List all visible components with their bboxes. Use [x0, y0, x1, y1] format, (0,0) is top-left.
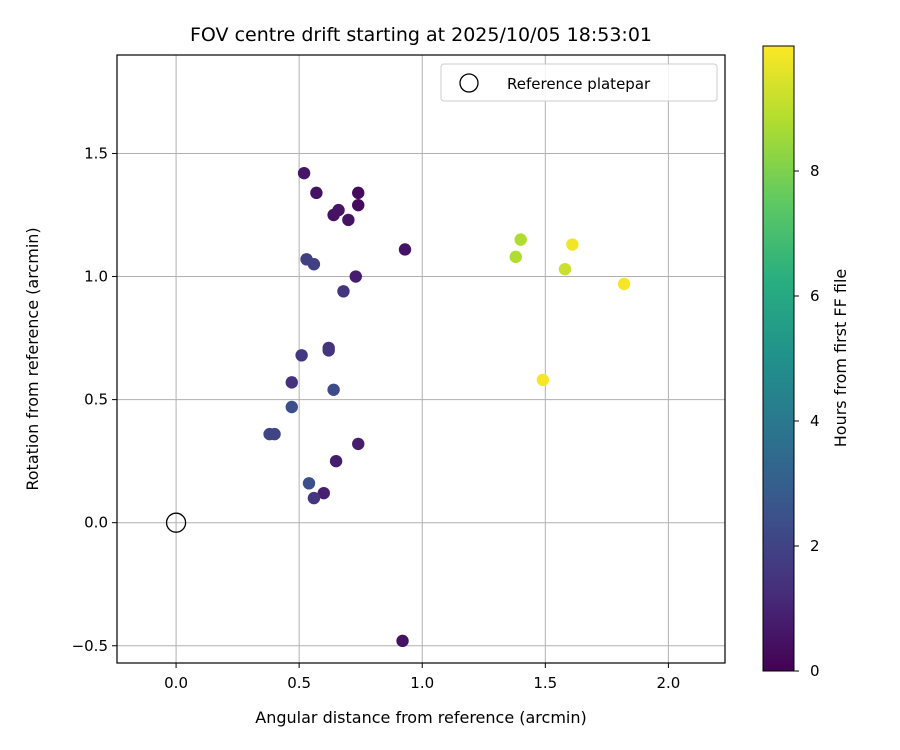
legend: Reference platepar — [440, 63, 718, 102]
data-point — [509, 250, 522, 264]
data-point — [327, 208, 340, 222]
colorbar-tick-label: 6 — [810, 287, 820, 305]
data-point — [558, 262, 572, 276]
reference-platepar-marker — [165, 512, 187, 533]
data-point — [329, 454, 343, 468]
colorbar-label: Hours from first FF file — [831, 269, 850, 448]
y-tick-label: 0.0 — [84, 514, 108, 532]
data-point — [352, 198, 365, 212]
data-point — [342, 213, 355, 227]
data-point — [352, 186, 365, 200]
x-tick-label: 1.0 — [410, 674, 434, 692]
data-point — [617, 277, 631, 291]
data-point — [352, 437, 365, 451]
colorbar-tick-label: 4 — [810, 412, 820, 430]
colorbar-tick-label: 8 — [810, 162, 820, 180]
data-point — [396, 634, 409, 648]
y-axis-ticks: −0.5 0.0 0.5 1.0 1.5 — [72, 144, 117, 655]
data-point — [295, 349, 308, 362]
data-point — [302, 477, 316, 490]
data-point — [307, 258, 321, 271]
colorbar-tick-label: 0 — [810, 662, 820, 680]
colorbar: 0 2 4 6 8 Hours from first FF file — [762, 45, 850, 680]
data-point — [514, 233, 527, 246]
grid — [117, 55, 725, 663]
data-point — [398, 243, 412, 256]
plot-area-frame — [116, 54, 726, 664]
data-point — [566, 238, 579, 251]
x-axis-label: Angular distance from reference (arcmin) — [255, 708, 586, 727]
data-point — [322, 344, 335, 357]
data-point — [317, 486, 330, 500]
y-tick-label: 1.0 — [84, 268, 108, 286]
x-tick-label: 2.0 — [656, 674, 680, 692]
legend-reference-label: Reference platepar — [507, 75, 651, 93]
y-axis-label: Rotation from reference (arcmin) — [23, 227, 42, 490]
y-tick-label: 1.5 — [84, 144, 108, 162]
data-point — [297, 166, 311, 180]
x-tick-label: 1.5 — [533, 674, 557, 692]
data-points — [263, 166, 631, 648]
x-axis-ticks: 0.0 0.5 1.0 1.5 2.0 — [164, 663, 680, 692]
data-point — [307, 491, 321, 505]
data-point — [310, 186, 323, 200]
x-tick-label: 0.0 — [164, 674, 188, 692]
y-tick-label: −0.5 — [72, 637, 108, 655]
data-point — [536, 373, 550, 387]
data-point — [349, 270, 362, 283]
data-point — [337, 285, 350, 298]
colorbar-ticks: 0 2 4 6 8 — [794, 162, 820, 680]
data-point — [285, 400, 298, 414]
colorbar-tick-label: 2 — [810, 537, 820, 555]
legend-reference-marker — [459, 73, 479, 93]
colorbar-gradient — [762, 45, 795, 672]
data-point — [327, 383, 340, 396]
data-point — [268, 427, 281, 441]
data-point — [285, 376, 298, 389]
reference-marker-layer — [165, 512, 187, 533]
y-tick-label: 0.5 — [84, 391, 108, 409]
chart-title: FOV centre drift starting at 2025/10/05 … — [190, 24, 652, 46]
legend-box — [440, 63, 718, 102]
x-tick-label: 0.5 — [287, 674, 311, 692]
